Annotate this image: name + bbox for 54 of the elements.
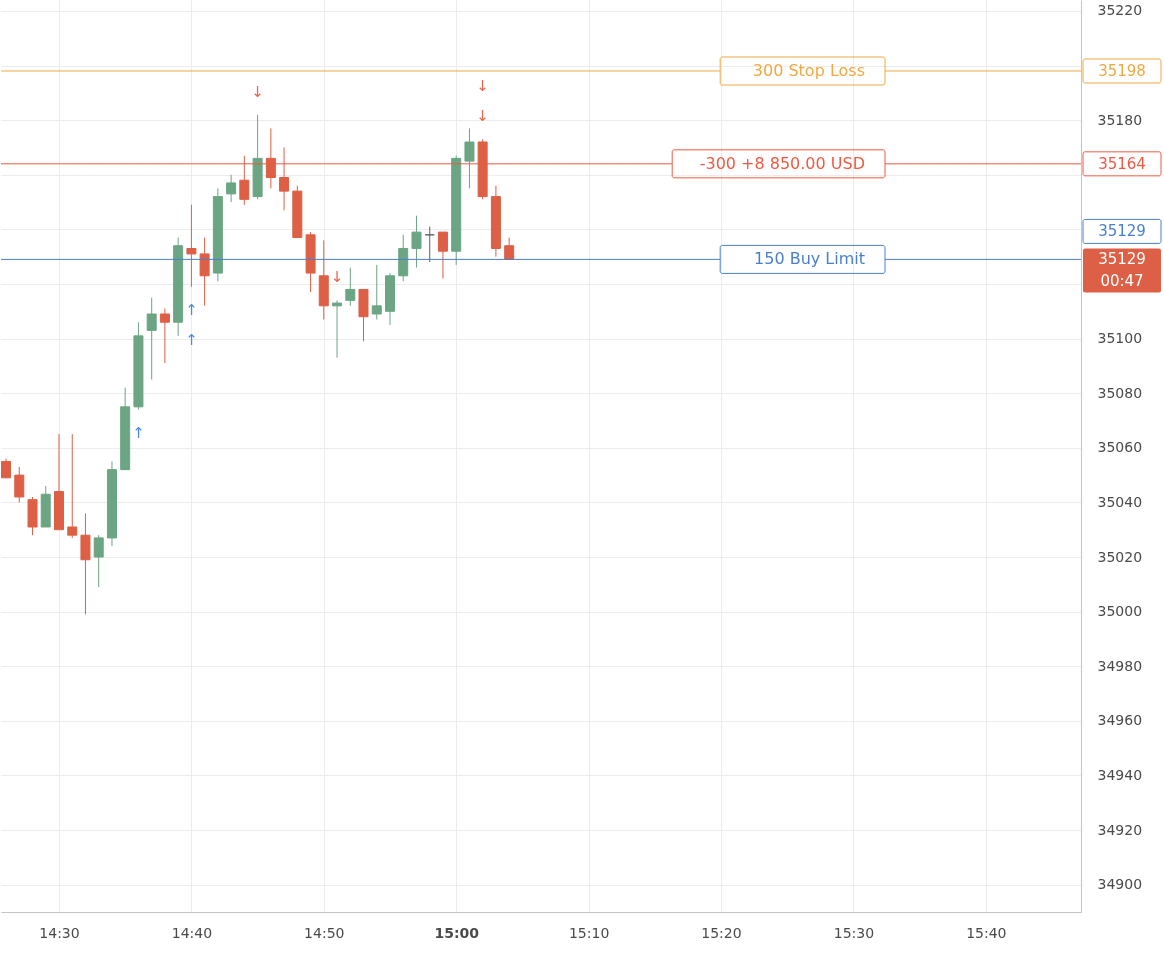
text: 35129 bbox=[1098, 250, 1146, 269]
y-tick-label: 35100 bbox=[1097, 330, 1143, 347]
candlestick bbox=[146, 297, 157, 381]
y-tick-label: 35000 bbox=[1097, 603, 1143, 620]
annotation: ↓ bbox=[476, 77, 489, 96]
text: 35198 bbox=[1098, 61, 1146, 80]
text: 00:47 bbox=[1100, 272, 1144, 291]
y-tick-label: 35180 bbox=[1097, 111, 1143, 128]
x-tick-label: 14:50 bbox=[304, 924, 345, 941]
x-tick-label: 15:00 bbox=[434, 924, 480, 941]
annotation: ↑ bbox=[132, 423, 145, 442]
y-tick-label: 34960 bbox=[1097, 712, 1143, 729]
candlestick bbox=[437, 231, 448, 280]
text: 35129 bbox=[1098, 222, 1146, 241]
y-tick-label: 34900 bbox=[1097, 876, 1143, 893]
ref-line-label: 150 Buy Limit bbox=[754, 249, 865, 269]
x-tick-label: 14:40 bbox=[171, 924, 213, 941]
candlestick bbox=[159, 308, 170, 364]
y-tick-label: 35040 bbox=[1097, 493, 1143, 510]
annotation: ↓ bbox=[330, 268, 344, 287]
candlestick bbox=[1, 458, 11, 479]
y-tick-label: 35080 bbox=[1097, 384, 1143, 401]
x-tick-label: 15:30 bbox=[833, 924, 875, 941]
candlestick bbox=[93, 534, 104, 588]
candlestick bbox=[186, 204, 197, 288]
annotation: ↓ bbox=[251, 82, 264, 101]
candlestick bbox=[371, 264, 382, 320]
y-tick-label: 35060 bbox=[1097, 439, 1143, 456]
text: 35164 bbox=[1098, 154, 1146, 173]
candlestick bbox=[279, 146, 290, 211]
y-tick-label: 35020 bbox=[1097, 548, 1143, 565]
candlestick bbox=[239, 155, 250, 206]
x-tick-label: 15:10 bbox=[568, 924, 610, 941]
candlestick bbox=[345, 267, 356, 307]
annotation: ↑ bbox=[185, 300, 198, 319]
candlestick bbox=[332, 299, 343, 359]
annotation: ↑ bbox=[185, 330, 198, 349]
x-tick-label: 15:20 bbox=[701, 924, 742, 941]
candlestick bbox=[265, 127, 276, 189]
candlestick bbox=[226, 174, 237, 203]
candlestick bbox=[67, 433, 78, 539]
y-tick-label: 35220 bbox=[1097, 2, 1143, 19]
candlestick bbox=[199, 237, 210, 307]
y-tick-label: 34940 bbox=[1097, 766, 1143, 783]
y-tick-label: 34920 bbox=[1097, 821, 1143, 838]
ref-line-label: 300 Stop Loss bbox=[752, 60, 865, 80]
candlestick bbox=[411, 215, 422, 269]
candlestick bbox=[14, 466, 25, 503]
ref-line-label: -300 +8 850.00 USD bbox=[699, 153, 865, 173]
y-tick-label: 34980 bbox=[1097, 657, 1143, 674]
x-tick-label: 15:40 bbox=[966, 924, 1007, 941]
x-tick-label: 14:30 bbox=[39, 924, 80, 941]
annotation: ↓ bbox=[476, 107, 489, 126]
candlestick bbox=[464, 127, 475, 189]
